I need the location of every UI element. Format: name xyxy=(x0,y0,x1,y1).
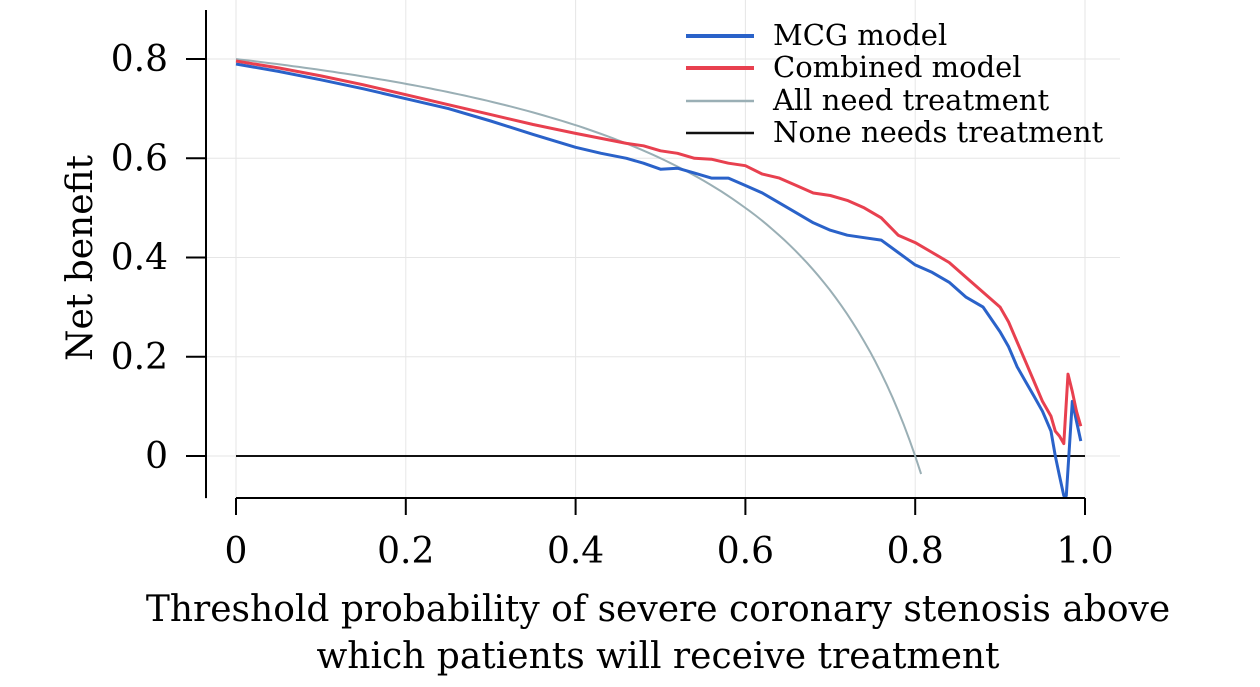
legend-label-combined-model: Combined model xyxy=(773,50,1022,84)
x-tick-label: 1.0 xyxy=(1056,531,1113,572)
x-tick-label: 0.4 xyxy=(547,531,604,572)
y-tick-label: 0.4 xyxy=(111,238,168,279)
x-axis-title-line-2: which patients will receive treatment xyxy=(316,636,1000,677)
y-tick-label: 0 xyxy=(145,436,168,477)
x-tick-label: 0 xyxy=(225,531,248,572)
x-tick-label: 0.8 xyxy=(887,531,944,572)
legend-label-all-need-treatment: All need treatment xyxy=(772,83,1049,117)
series-line-mcg-model xyxy=(235,62,1083,498)
x-axis-title-line-1: Threshold probability of severe coronary… xyxy=(146,589,1170,630)
legend-label-none-needs-treatment: None needs treatment xyxy=(773,115,1104,149)
series-layer xyxy=(235,58,1085,498)
axis-layer: 0 0.2 0.4 0.6 0.8 0 0.2 0.4 0.6 0.8 1.0 xyxy=(111,10,1114,572)
y-axis-title: Net benefit xyxy=(60,154,101,361)
legend-label-mcg-model: MCG model xyxy=(773,18,947,52)
series-line-all-need-treatment xyxy=(235,58,923,475)
y-tick-label: 0.2 xyxy=(111,337,168,378)
x-tick-label: 0.6 xyxy=(717,531,774,572)
series-line-combined-model xyxy=(235,59,1083,446)
y-tick-label: 0.8 xyxy=(111,39,168,80)
y-tick-label: 0.6 xyxy=(111,138,168,179)
x-tick-label: 0.2 xyxy=(377,531,434,572)
